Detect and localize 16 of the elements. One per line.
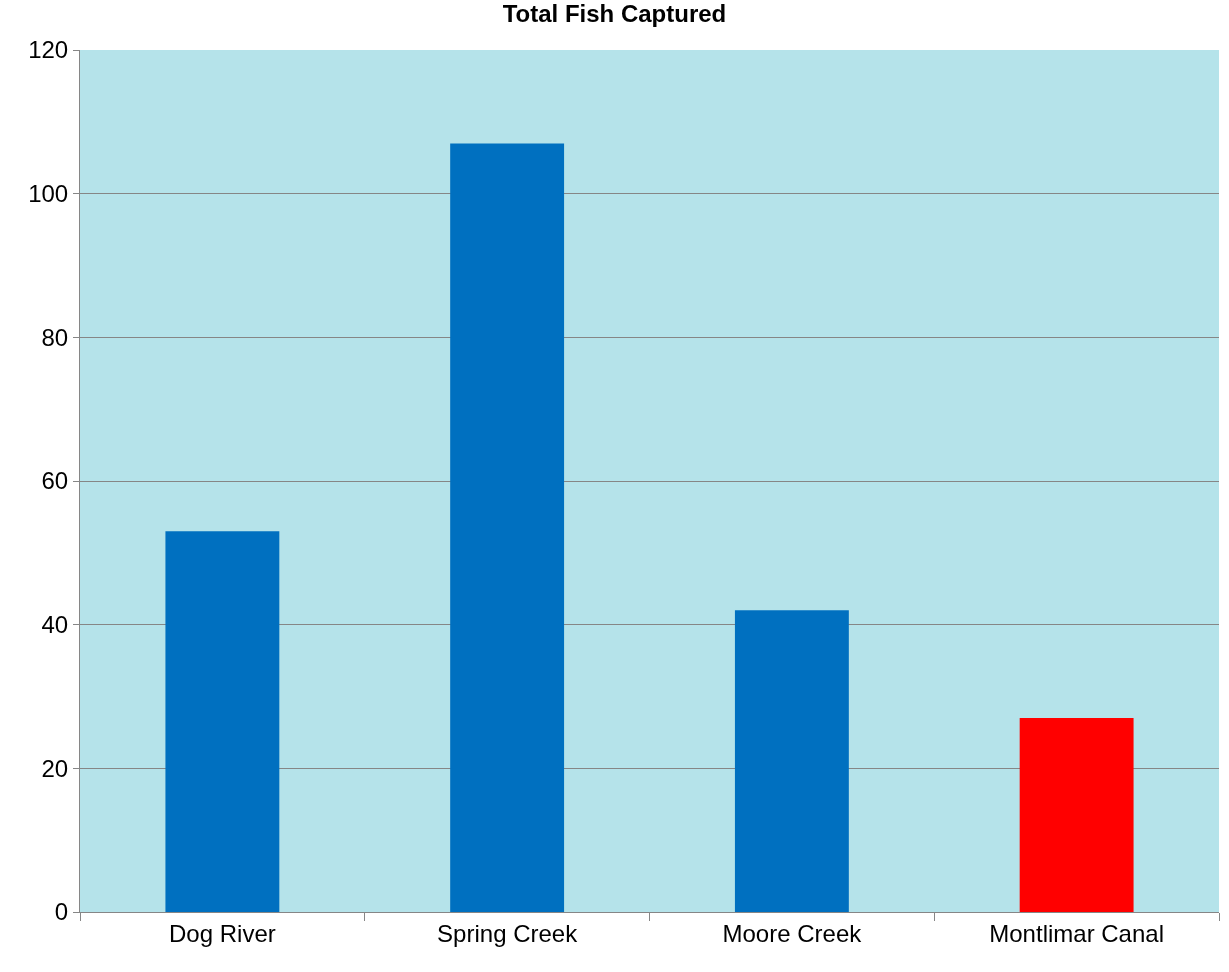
y-tick-label: 80 [41,323,69,351]
bar [1019,718,1134,912]
bar [734,610,849,912]
bar [165,531,280,912]
x-tick-label: Spring Creek [437,919,579,947]
y-tick-label: 100 [28,180,69,208]
y-tick-label: 20 [41,754,69,782]
x-tick-label: Montlimar Canal [989,919,1164,947]
x-tick-label: Moore Creek [722,919,863,947]
y-tick-label: 0 [54,898,69,926]
bar [450,143,565,912]
y-tick-label: 120 [28,36,69,64]
y-tick-label: 40 [41,611,69,639]
y-tick-label: 60 [41,467,69,495]
chart-title: Total Fish Captured [502,0,727,27]
x-tick-label: Dog River [169,919,276,947]
